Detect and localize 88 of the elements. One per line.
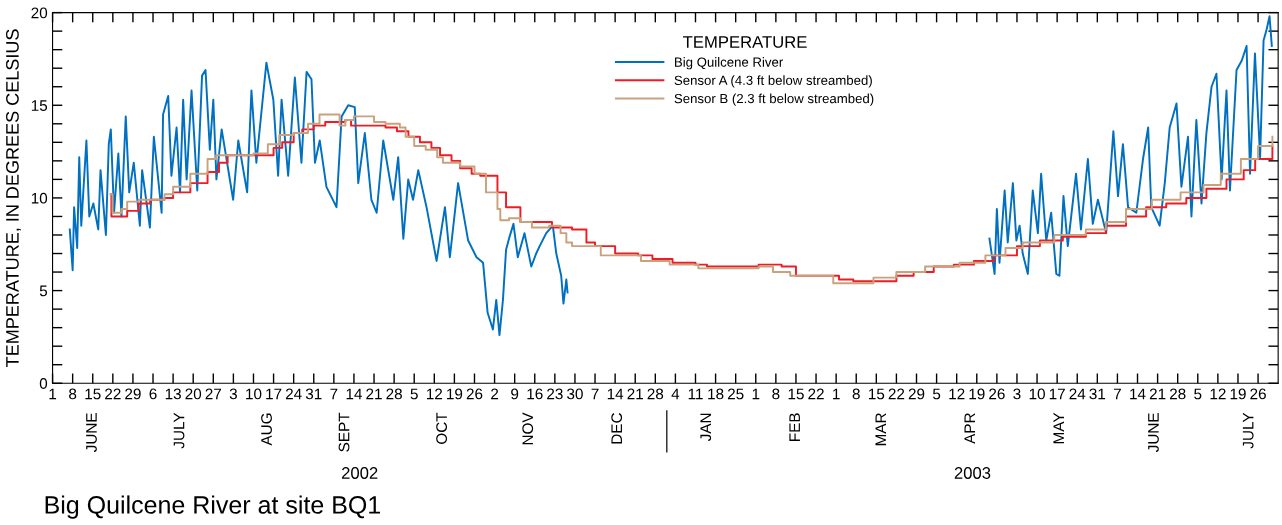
x-tick-label: 17	[1049, 388, 1065, 400]
x-tick-label: 26	[466, 388, 483, 400]
x-tick-label: 3	[229, 388, 237, 400]
x2-tick-label: AUG	[261, 413, 272, 446]
x-tick-label: 6	[149, 388, 157, 400]
x-tick-label: 13	[165, 388, 181, 400]
x-tick-label: 21	[1149, 388, 1166, 400]
x-tick-label: 28	[1169, 388, 1186, 400]
x2-tick-label: APR	[964, 413, 975, 444]
legend-label: Big Quilcene River	[675, 57, 783, 70]
x-tick-label: 1	[833, 388, 840, 400]
legend-label: Sensor A (4.3 ft below streambed)	[674, 75, 872, 88]
y-tick-label: 5	[39, 285, 48, 297]
x-tick-label: 8	[69, 388, 77, 400]
y-tick-label: 20	[31, 7, 48, 19]
x-tick-label: 25	[727, 388, 744, 400]
x-tick-label: 7	[1113, 388, 1121, 400]
x-tick-label: 28	[647, 388, 664, 400]
x2-tick-label: FEB	[789, 413, 800, 441]
x-tick-label: 2	[491, 388, 499, 400]
x-tick-label: 15	[868, 388, 885, 400]
legend-title: TEMPERATURE	[683, 36, 807, 48]
x-tick-label: 24	[1069, 388, 1086, 400]
x-tick-label: 15	[85, 388, 101, 400]
x-tick-label: 22	[888, 388, 905, 400]
x-tick-label: 12	[1210, 388, 1226, 400]
y-tick-label: 15	[31, 100, 48, 111]
x-tick-label: 14	[607, 388, 624, 400]
x-tick-label: 24	[285, 388, 302, 400]
x-tick-label: 5	[410, 388, 418, 400]
x-tick-label: 14	[346, 388, 362, 400]
x2-tick-label: JUNE	[1148, 413, 1159, 453]
x-tick-label: 23	[547, 388, 563, 400]
x2-tick-label: NOV	[522, 412, 534, 445]
x-tick-label: 26	[1250, 388, 1266, 400]
x-tick-label: 28	[386, 388, 402, 400]
x2-tick-label: JUNE	[86, 413, 97, 453]
x2-tick-label: JULY	[1242, 412, 1254, 449]
x2-tick-label: MAY	[1053, 412, 1064, 444]
x-tick-label: 20	[185, 388, 202, 400]
x-tick-label: 19	[447, 388, 463, 400]
x-tick-label: 14	[1130, 388, 1146, 400]
x-tick-label: 19	[1230, 388, 1246, 400]
x-tick-label: 7	[591, 388, 599, 400]
x-tick-label: 5	[1194, 388, 1202, 400]
x-tick-label: 4	[671, 388, 680, 400]
x-tick-label: 1	[752, 388, 760, 400]
x-tick-label: 11	[688, 388, 703, 400]
x-tick-label: 8	[772, 388, 780, 400]
x-tick-label: 19	[969, 388, 985, 400]
x-tick-label: 7	[330, 388, 338, 400]
x-tick-label: 22	[808, 388, 824, 400]
x-tick-label: 29	[125, 388, 141, 400]
x-tick-label: 27	[205, 388, 222, 400]
x-tick-label: 31	[305, 388, 322, 400]
x-tick-label: 31	[1089, 388, 1106, 400]
text: Big Quilcene River at site BQ1	[45, 495, 381, 519]
x-tick-label: 29	[908, 388, 925, 400]
x2-tick-label: JAN	[700, 413, 712, 442]
x-tick-label: 21	[366, 388, 382, 400]
x-tick-label: 18	[708, 388, 724, 400]
x-tick-label: 8	[852, 388, 860, 400]
y-tick-label: 0	[39, 378, 48, 389]
legend-label: Sensor B (2.3 ft below streambed)	[674, 93, 874, 106]
y-axis-title: TEMPERATURE, IN DEGREES CELSIUS	[6, 29, 21, 367]
x-tick-label: 1	[49, 388, 57, 400]
x-tick-label: 22	[105, 388, 121, 400]
x2-tick-label: JULY	[173, 412, 185, 449]
x2-tick-label: SEPT	[338, 412, 350, 452]
x-tick-label: 12	[426, 388, 443, 400]
text: 2002	[341, 467, 378, 479]
x-tick-label: 15	[788, 388, 804, 400]
x-tick-label: 3	[1013, 388, 1021, 400]
x2-tick-label: OCT	[436, 412, 448, 444]
y-tick-label: 10	[31, 192, 48, 204]
x-tick-label: 5	[932, 388, 941, 400]
x-tick-label: 12	[949, 388, 965, 400]
x-tick-label: 26	[989, 388, 1005, 400]
x2-tick-label: MAR	[875, 413, 887, 446]
x-tick-label: 17	[266, 388, 282, 400]
x-tick-label: 10	[246, 388, 262, 400]
x-tick-label: 30	[567, 388, 583, 400]
x-tick-label: 16	[527, 388, 543, 400]
x-tick-label: 10	[1029, 388, 1045, 400]
x2-tick-label: DEC	[611, 413, 623, 444]
text: 2003	[954, 467, 991, 479]
x-tick-label: 9	[511, 388, 519, 400]
x-tick-label: 21	[627, 388, 643, 400]
